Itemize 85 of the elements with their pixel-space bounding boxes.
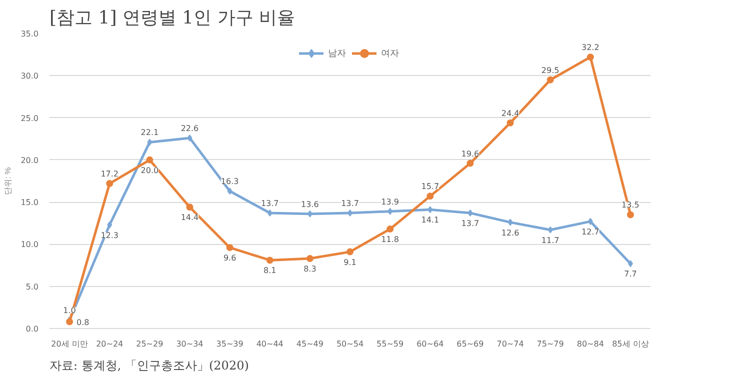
point — [546, 76, 554, 84]
data-label: 22.1 — [140, 128, 159, 138]
data-label: 1.0 — [63, 306, 76, 316]
point — [586, 54, 594, 61]
x-tick-label: 65~69 — [456, 340, 484, 348]
x-tick-label: 55~59 — [376, 340, 404, 348]
point — [386, 226, 394, 233]
data-label: 17.2 — [100, 170, 119, 179]
data-label: 9.1 — [344, 258, 356, 267]
x-tick-label: 20세 미만 — [51, 340, 88, 348]
x-tick-label: 25~29 — [136, 340, 164, 348]
y-tick-label: 25.0 — [20, 114, 38, 123]
data-label: 20.0 — [140, 166, 159, 175]
data-label: 16.3 — [220, 177, 239, 186]
x-tick-label: 45~49 — [296, 340, 324, 348]
data-label: 9.6 — [223, 254, 236, 263]
point — [186, 204, 194, 211]
y-axis-title: 단위: % — [4, 167, 13, 195]
data-label: 12.3 — [100, 230, 119, 240]
point — [266, 256, 274, 264]
data-label: 13.9 — [381, 197, 399, 206]
data-label: 11.8 — [381, 235, 399, 244]
point — [466, 160, 474, 167]
y-tick-label: 30.0 — [20, 72, 38, 81]
point — [506, 119, 514, 126]
point — [588, 218, 593, 225]
data-label: 22.6 — [180, 124, 199, 134]
data-label: 0.8 — [76, 318, 90, 327]
point — [226, 244, 234, 252]
data-label: 13.6 — [301, 200, 319, 209]
data-label: 13.7 — [260, 199, 279, 208]
x-tick-label: 30~34 — [176, 340, 204, 348]
x-tick-label: 85세 이상 — [612, 340, 649, 348]
x-tick-label: 40~44 — [256, 340, 284, 348]
point — [306, 255, 314, 262]
point — [628, 260, 633, 268]
data-label: 12.6 — [501, 228, 520, 238]
data-label: 14.4 — [180, 213, 199, 222]
y-tick-label: 20.0 — [20, 156, 38, 165]
x-tick-label: 20~24 — [96, 340, 124, 348]
data-label: 19.6 — [461, 149, 480, 158]
point — [626, 211, 634, 218]
point — [147, 138, 152, 146]
data-label: 12.7 — [581, 227, 600, 236]
data-label: 8.3 — [304, 264, 316, 274]
data-label: 13.7 — [461, 219, 480, 228]
point — [428, 206, 433, 214]
point — [227, 188, 232, 195]
point — [468, 210, 473, 217]
x-tick-label: 75~79 — [536, 340, 564, 348]
data-label: 14.1 — [421, 216, 440, 225]
point — [106, 180, 114, 188]
point — [267, 210, 272, 217]
data-label: 24.4 — [501, 108, 520, 118]
point — [508, 218, 513, 226]
point — [388, 208, 393, 215]
y-tick-label: 15.0 — [20, 198, 38, 208]
data-label: 15.7 — [421, 182, 440, 192]
point — [146, 156, 154, 164]
data-label: 13.5 — [622, 200, 640, 210]
x-tick-label: 70~74 — [496, 340, 524, 348]
chart-title: [참고 1] 연령별 1인 가구 비율 — [50, 8, 296, 28]
data-label: 32.2 — [581, 43, 600, 52]
point — [346, 248, 354, 256]
legend-label: 여자 — [381, 48, 400, 60]
y-tick-label: 5.0 — [26, 282, 39, 292]
data-label: 29.5 — [541, 66, 560, 75]
data-label: 13.7 — [341, 199, 359, 208]
x-tick-label: 35~39 — [216, 340, 244, 348]
legend-label: 남자 — [328, 48, 347, 60]
point — [307, 210, 312, 218]
x-tick-label: 50~54 — [336, 340, 364, 348]
data-label: 11.7 — [541, 236, 560, 245]
x-tick-label: 80~84 — [576, 340, 604, 348]
y-tick-label: 10.0 — [20, 240, 38, 250]
text: 자료: 통계청, 「인구총조사」(2020) — [50, 358, 249, 372]
data-label: 7.7 — [624, 270, 637, 279]
x-tick-label: 60~64 — [416, 340, 444, 348]
point — [187, 134, 192, 142]
y-tick-label: 0.0 — [26, 324, 39, 334]
point — [107, 221, 112, 228]
point — [426, 192, 434, 200]
y-tick-label: 35.0 — [20, 30, 38, 38]
point — [548, 226, 553, 234]
data-label: 8.1 — [264, 266, 276, 276]
